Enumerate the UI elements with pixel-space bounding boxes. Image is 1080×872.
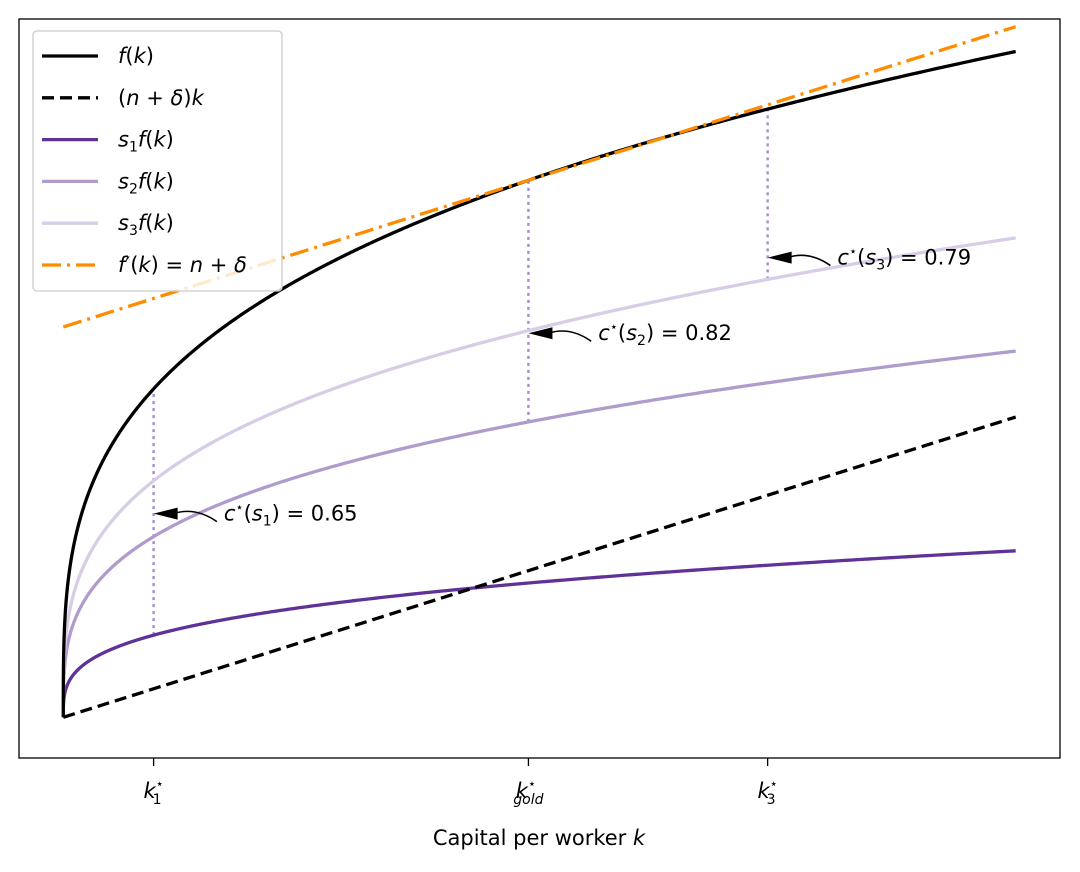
legend-label-1: f(k) [118, 44, 154, 68]
x-tick-label-3: k⋆ 3 [757, 777, 777, 808]
annotation-arrowhead-2 [528, 327, 553, 340]
legend-entry-n-k: (n + δ)k [42, 86, 205, 110]
plot-frame [18, 18, 1061, 759]
legend-label-4: s2f(k) [118, 169, 174, 197]
legend-label-2: (n + δ)k [118, 86, 205, 110]
series-f-k [61, 49, 1017, 718]
annotation-arrowhead-1 [153, 507, 178, 520]
legend-entry-s-f-k: s1f(k) [42, 128, 174, 156]
legend-box [32, 30, 283, 292]
annotation-3: c⋆(s3) = 0.79 [767, 245, 971, 274]
legend-entry-s-f-k: s3f(k) [42, 211, 174, 239]
x-tick-label-1: k⋆ 1 [143, 777, 163, 808]
annotation-label-3: c⋆(s3) = 0.79 [837, 245, 971, 274]
legend-label-5: s3f(k) [118, 211, 174, 239]
series-s-f-k [61, 549, 1016, 718]
x-axis-label: Capital per worker k [433, 826, 646, 850]
legend-entry-f-k-n: f′(k) = n + δ [42, 253, 247, 277]
legend-label-3: s1f(k) [118, 128, 174, 156]
series-s-f-k [61, 236, 1016, 718]
series-n-k [62, 415, 1017, 719]
series-f-k-n [62, 25, 1017, 329]
annotation-2: c⋆(s2) = 0.82 [528, 320, 732, 349]
annotation-1: c⋆(s1) = 0.65 [153, 501, 358, 530]
annotation-arrowhead-3 [767, 251, 792, 264]
legend-label-6: f′(k) = n + δ [118, 253, 247, 277]
legend-entry-s-f-k: s2f(k) [42, 169, 174, 197]
series-s-f-k [61, 349, 1016, 718]
legend-entry-f-k: f(k) [42, 44, 154, 68]
x-tick-label-2: k⋆ gold [513, 777, 543, 808]
annotation-label-1: c⋆(s1) = 0.65 [224, 501, 358, 530]
annotation-label-2: c⋆(s2) = 0.82 [598, 320, 732, 349]
